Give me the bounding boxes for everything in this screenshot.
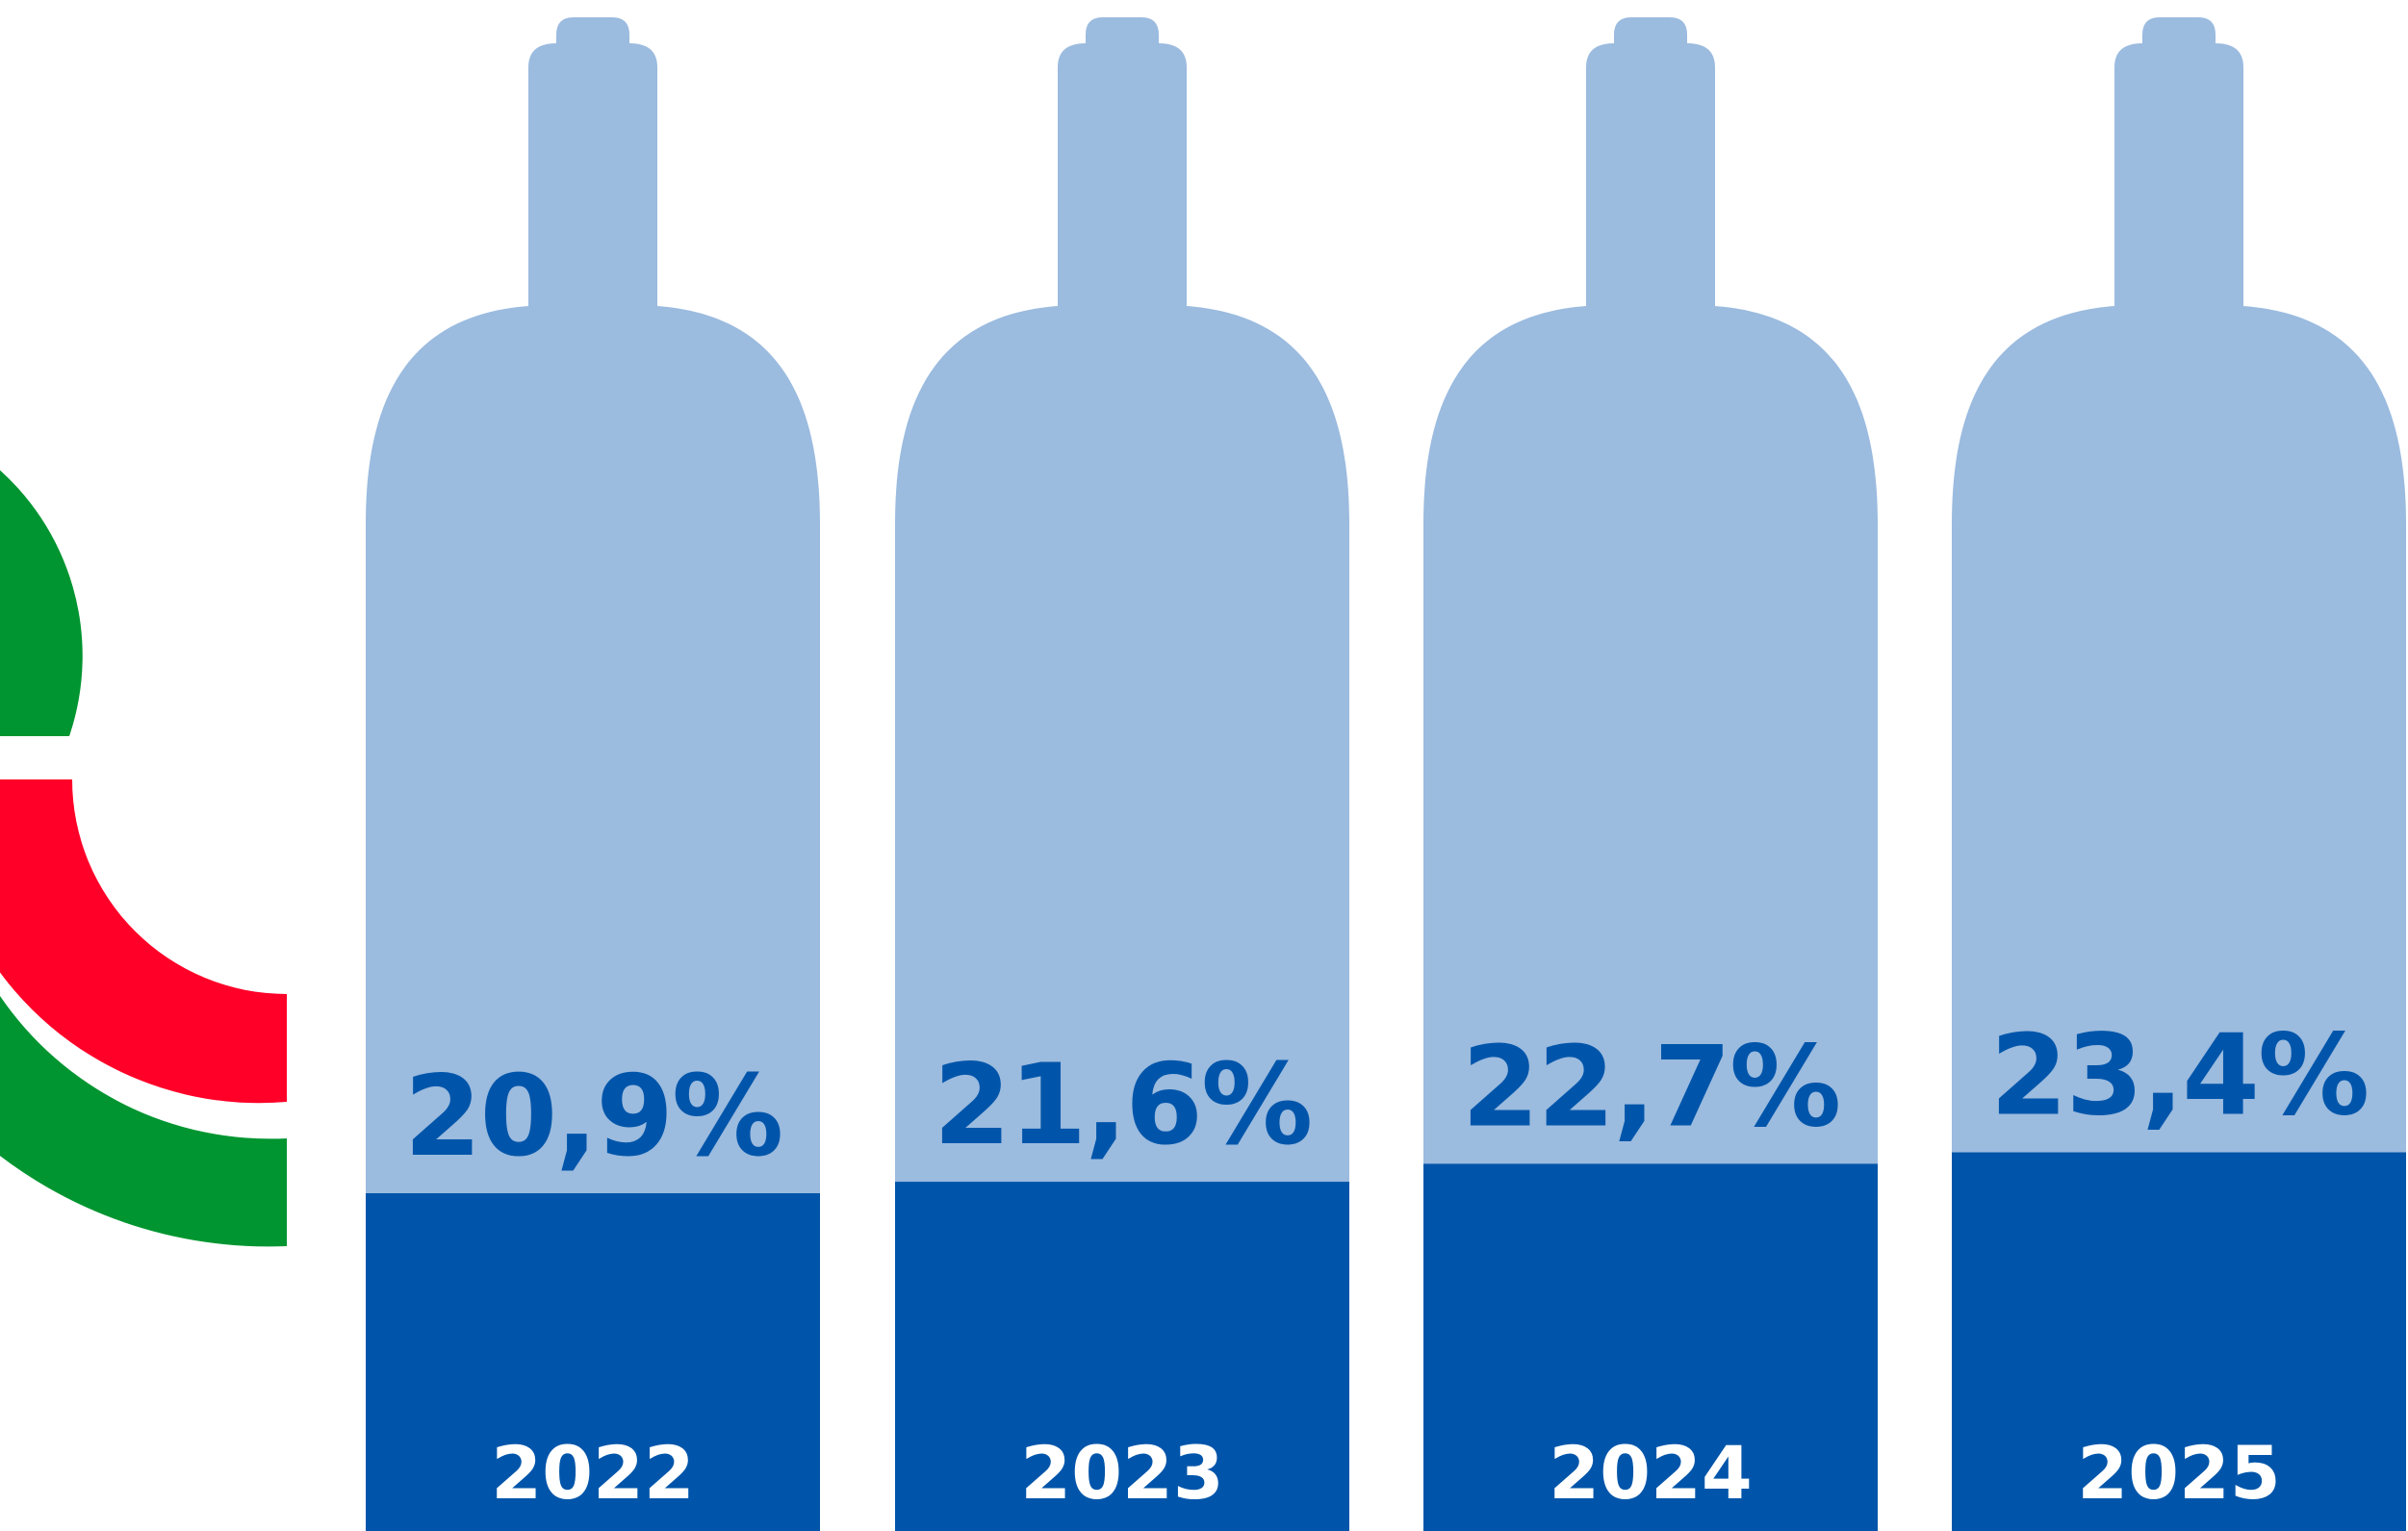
category-label-2024: 2024	[1549, 1430, 1753, 1516]
bar-fill-2025	[1952, 1152, 2406, 1531]
bottle-shape	[895, 17, 1349, 1531]
bottle-2024: 22,7% 2024	[1423, 17, 1878, 1531]
value-label-2024: 22,7%	[1462, 1022, 1839, 1152]
logo-red-arc	[0, 779, 287, 1104]
bar-fill-2022	[366, 1193, 820, 1531]
logo-green-arc-top	[0, 470, 83, 736]
logo-green-arc-bottom	[0, 996, 287, 1247]
bottle-bars: 20,9% 2022 21,6% 2023 22,7% 2024 23,4% 2025	[366, 17, 2406, 1531]
category-label-2022: 2022	[491, 1430, 695, 1516]
green-red-arc-logo	[0, 470, 287, 1247]
category-label-2023: 2023	[1020, 1430, 1224, 1516]
value-label-2022: 20,9%	[404, 1052, 781, 1182]
bar-fill-2024	[1423, 1163, 1878, 1531]
bottle-shape	[366, 17, 820, 1531]
bottle-2025: 23,4% 2025	[1952, 17, 2406, 1531]
bar-fill-2023	[895, 1182, 1349, 1531]
bottle-shape	[1423, 17, 1878, 1531]
bottle-2023: 21,6% 2023	[895, 17, 1349, 1531]
value-label-2023: 21,6%	[934, 1040, 1311, 1170]
value-label-2025: 23,4%	[1990, 1011, 2368, 1141]
bottle-2022: 20,9% 2022	[366, 17, 820, 1531]
category-label-2025: 2025	[2077, 1430, 2281, 1516]
